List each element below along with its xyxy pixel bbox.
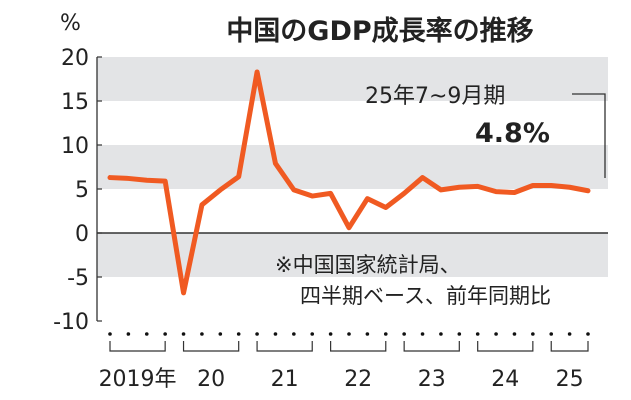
quarter-dot — [255, 332, 259, 336]
quarter-dot — [586, 332, 590, 336]
annotation-value: 4.8% — [475, 118, 550, 149]
quarter-dot — [218, 332, 223, 336]
quarter-dot — [200, 332, 204, 336]
quarter-dot — [549, 332, 554, 336]
y-tick-label: 0 — [75, 222, 89, 247]
quarter-dot — [108, 332, 112, 336]
y-tick-label: 10 — [61, 134, 89, 159]
quarter-dot — [383, 332, 388, 336]
shaded-band — [97, 145, 608, 189]
source-note-line2: 四半期ベース、前年同期比 — [300, 284, 551, 308]
shaded-band — [97, 57, 608, 101]
chart-title: 中国のGDP成長率の推移 — [226, 15, 533, 47]
annotation-period: 25年7~9月期 — [365, 84, 505, 109]
year-bracket — [403, 341, 460, 352]
source-note-line1: ※中国国家統計局、 — [275, 253, 461, 277]
quarter-dot — [310, 332, 315, 336]
quarter-dot — [273, 332, 278, 336]
quarter-dot — [475, 332, 480, 336]
year-bracket — [477, 341, 534, 352]
year-bracket — [330, 341, 387, 352]
quarter-dot — [181, 332, 186, 336]
quarter-dot — [144, 332, 149, 336]
quarter-dot — [531, 332, 535, 336]
y-axis-unit: % — [60, 11, 81, 36]
quarter-dot — [402, 332, 406, 336]
y-tick-label: 5 — [75, 178, 89, 203]
y-tick-label: -5 — [67, 266, 89, 291]
year-label: 21 — [271, 367, 299, 392]
quarter-dot — [420, 332, 425, 336]
quarter-dot — [494, 332, 498, 336]
quarter-dot — [457, 332, 462, 336]
year-label: 22 — [344, 367, 372, 392]
year-label: 24 — [491, 367, 519, 392]
quarter-dot — [236, 332, 241, 336]
quarter-dot — [347, 332, 351, 336]
quarter-dot — [512, 332, 517, 336]
quarter-dot — [365, 332, 370, 336]
quarter-dot — [126, 332, 131, 336]
quarter-dot — [292, 332, 296, 336]
y-tick-label: -10 — [53, 310, 89, 335]
year-label: 25 — [556, 367, 584, 392]
quarter-dot — [163, 332, 167, 336]
y-tick-label: 15 — [61, 90, 89, 115]
quarter-dot — [439, 332, 443, 336]
year-label: 20 — [197, 367, 225, 392]
year-bracket — [550, 341, 589, 352]
y-tick-label: 20 — [61, 46, 89, 71]
year-label: 23 — [418, 367, 446, 392]
year-bracket — [109, 341, 166, 352]
year-bracket — [256, 341, 313, 352]
year-bracket — [182, 341, 240, 352]
annotation-leader-line — [572, 93, 606, 178]
year-label: 2019年 — [99, 367, 177, 392]
quarter-dot — [567, 332, 572, 336]
quarter-dot — [328, 332, 333, 336]
